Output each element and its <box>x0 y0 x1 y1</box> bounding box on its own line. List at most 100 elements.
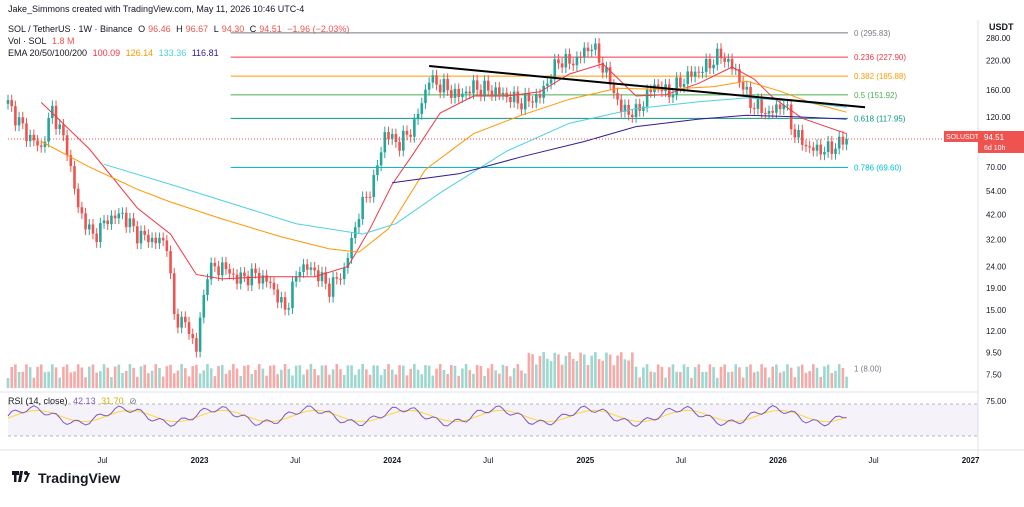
volume-bar <box>139 366 143 388</box>
volume-bar <box>206 364 209 388</box>
candle-body <box>597 43 601 63</box>
candle-body <box>453 88 457 98</box>
candle-body <box>376 165 379 176</box>
y-tick-label: 24.00 <box>986 262 1007 271</box>
eye-off-icon[interactable]: ⊘ <box>129 396 137 406</box>
candle-body <box>172 273 176 315</box>
candle-body <box>583 47 586 58</box>
candle-body <box>693 71 697 77</box>
volume-bar <box>845 376 848 388</box>
candle-body <box>298 272 302 277</box>
candle-body <box>401 130 405 151</box>
candle-body <box>365 196 368 198</box>
candle-body <box>512 91 516 103</box>
volume-bar <box>58 377 62 388</box>
candle-body <box>642 106 645 111</box>
candle-body <box>775 104 778 113</box>
volume-bar <box>413 364 416 388</box>
candle-body <box>472 80 475 94</box>
volume-bar <box>36 366 39 388</box>
candle-body <box>91 224 95 234</box>
candle-body <box>398 142 401 151</box>
tradingview-logo[interactable]: TradingView <box>10 470 120 486</box>
candle-body <box>738 69 741 82</box>
candle-body <box>357 219 361 228</box>
volume-bar <box>39 364 43 388</box>
x-tick-label: Jul <box>483 456 493 465</box>
volume-bar <box>660 366 664 388</box>
candle-body <box>679 77 682 87</box>
symbol-tag-bg <box>944 130 978 142</box>
tradingview-logo-icon <box>12 471 30 482</box>
candle-body <box>150 237 154 243</box>
volume-bar <box>158 367 161 388</box>
ema20-value: 100.09 <box>92 48 121 58</box>
volume-bar <box>250 373 254 388</box>
candle-body <box>435 75 438 85</box>
candle-body <box>631 114 634 117</box>
volume-bar <box>191 366 195 388</box>
volume-bar <box>424 365 427 388</box>
volume-bar <box>335 364 339 388</box>
ema50-value: 126.14 <box>125 48 154 58</box>
candle-body <box>110 215 113 225</box>
candle-body <box>283 297 287 310</box>
volume-bar <box>653 372 656 388</box>
volume-bar <box>435 368 438 388</box>
candle-body <box>51 105 54 119</box>
candle-body <box>764 113 767 115</box>
x-tick-label: 2024 <box>383 456 401 465</box>
y-tick-label: 42.00 <box>986 210 1007 219</box>
candle-body <box>6 100 10 104</box>
volume-bar <box>320 365 324 388</box>
volume-bar <box>760 364 763 388</box>
resistance-trendline <box>429 65 866 109</box>
volume-bar <box>483 376 486 388</box>
volume-bar <box>512 368 516 388</box>
candle-body <box>586 47 590 52</box>
candle-body <box>727 58 730 62</box>
x-tick-label: Jul <box>676 456 686 465</box>
volume-bar <box>749 364 752 388</box>
candle-body <box>69 155 73 167</box>
candle-body <box>84 213 87 230</box>
candle-body <box>834 148 837 154</box>
volume-bar <box>494 370 497 388</box>
volume-bar <box>708 364 712 388</box>
candle-body <box>58 124 62 129</box>
candle-body <box>826 141 830 153</box>
volume-bar <box>826 364 830 388</box>
candle-body <box>538 94 542 98</box>
volume-bar <box>438 364 442 388</box>
ema-line: EMA 20/50/100/200 100.09 126.14 133.36 1… <box>8 48 222 58</box>
candle-body <box>498 87 501 95</box>
candle-body <box>302 264 305 273</box>
volume-bar <box>317 375 320 388</box>
candle-body <box>95 233 98 243</box>
volume-bar <box>527 352 531 388</box>
volume-bar <box>409 368 412 388</box>
candle-body <box>645 89 649 107</box>
candle-body <box>346 258 350 268</box>
volume-bar <box>220 364 224 388</box>
candle-body <box>420 103 424 114</box>
candle-body <box>405 130 409 135</box>
volume-bar <box>431 375 435 388</box>
volume-bar <box>136 376 139 388</box>
candle-body <box>568 53 571 64</box>
volume-bar <box>102 364 106 388</box>
candle-body <box>638 104 642 111</box>
volume-bar <box>294 365 298 388</box>
volume-bar <box>612 365 616 388</box>
candle-body <box>128 218 132 228</box>
volume-bar <box>357 369 361 388</box>
candle-body <box>697 71 701 73</box>
candle-body <box>76 188 80 208</box>
candle-body <box>368 196 372 198</box>
volume-bar <box>808 371 811 388</box>
volume-bar <box>738 367 741 388</box>
volume-bar <box>32 377 36 388</box>
volume-bar <box>117 364 121 388</box>
candle-body <box>117 213 121 219</box>
volume-bar <box>224 373 228 388</box>
